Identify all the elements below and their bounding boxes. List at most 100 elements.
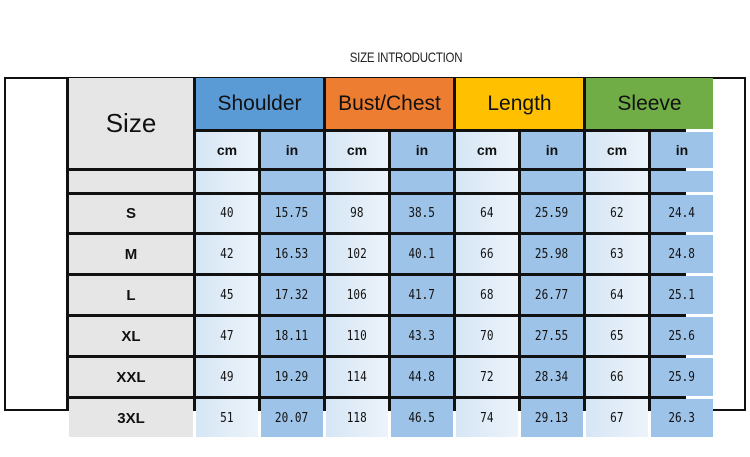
- value-text: 25.6: [668, 328, 696, 344]
- spacer-cell: [521, 171, 583, 192]
- unit-header-in: in: [651, 132, 713, 168]
- unit-header-cm: cm: [196, 132, 258, 168]
- value-text: 66: [610, 369, 624, 385]
- value-cell: 118: [326, 399, 388, 437]
- value-cell: 102: [326, 235, 388, 273]
- value-cell: 19.29: [261, 358, 323, 396]
- unit-header-cm: cm: [586, 132, 648, 168]
- value-text: 24.8: [668, 246, 696, 262]
- value-text: 27.55: [535, 328, 569, 344]
- value-text: 29.13: [535, 410, 569, 426]
- value-text: 102: [347, 246, 367, 262]
- size-cell: 3XL: [69, 399, 193, 437]
- spacer-cell: [651, 171, 713, 192]
- value-text: 20.07: [275, 410, 309, 426]
- value-cell: 47: [196, 317, 258, 355]
- value-text: 64: [610, 287, 624, 303]
- value-text: 15.75: [275, 206, 309, 221]
- value-text: 44.8: [408, 369, 436, 385]
- value-cell: 63: [586, 235, 648, 273]
- value-text: 28.34: [535, 369, 569, 385]
- value-text: 40: [220, 206, 234, 221]
- group-header: Bust/Chest: [326, 78, 453, 129]
- value-text: 25.59: [535, 206, 569, 221]
- value-text: 26.77: [535, 287, 569, 303]
- value-cell: 25.9: [651, 358, 713, 396]
- value-text: 70: [480, 328, 494, 344]
- value-text: 18.11: [275, 328, 309, 344]
- group-header: Shoulder: [196, 78, 323, 129]
- value-text: 46.5: [408, 410, 436, 426]
- value-cell: 16.53: [261, 235, 323, 273]
- value-text: 38.5: [408, 206, 436, 221]
- value-text: 42: [220, 246, 234, 262]
- value-text: 45: [220, 287, 234, 303]
- value-cell: 114: [326, 358, 388, 396]
- value-text: 65: [610, 328, 624, 344]
- spacer-cell: [261, 171, 323, 192]
- unit-header-in: in: [521, 132, 583, 168]
- spacer-cell: [456, 171, 518, 192]
- value-cell: 72: [456, 358, 518, 396]
- value-cell: 45: [196, 276, 258, 314]
- value-cell: 18.11: [261, 317, 323, 355]
- value-cell: 68: [456, 276, 518, 314]
- value-cell: 106: [326, 276, 388, 314]
- group-header: Sleeve: [586, 78, 713, 129]
- value-text: 17.32: [275, 287, 309, 303]
- value-cell: 62: [586, 195, 648, 232]
- value-cell: 25.59: [521, 195, 583, 232]
- value-cell: 38.5: [391, 195, 453, 232]
- size-cell: M: [69, 235, 193, 273]
- size-cell: L: [69, 276, 193, 314]
- value-cell: 41.7: [391, 276, 453, 314]
- value-text: 67: [610, 410, 624, 426]
- value-text: 98: [350, 206, 364, 221]
- size-cell: XL: [69, 317, 193, 355]
- value-cell: 42: [196, 235, 258, 273]
- value-cell: 24.8: [651, 235, 713, 273]
- value-cell: 24.4: [651, 195, 713, 232]
- size-header: Size: [69, 78, 193, 168]
- value-cell: 64: [456, 195, 518, 232]
- unit-header-cm: cm: [456, 132, 518, 168]
- value-text: 24.4: [668, 206, 696, 221]
- spacer-cell: [69, 171, 193, 192]
- size-cell: XXL: [69, 358, 193, 396]
- size-cell: S: [69, 195, 193, 232]
- value-cell: 66: [586, 358, 648, 396]
- value-cell: 27.55: [521, 317, 583, 355]
- value-text: 41.7: [408, 287, 436, 303]
- value-cell: 40: [196, 195, 258, 232]
- value-cell: 49: [196, 358, 258, 396]
- value-text: 72: [480, 369, 494, 385]
- value-cell: 110: [326, 317, 388, 355]
- value-cell: 25.1: [651, 276, 713, 314]
- value-text: 106: [347, 287, 367, 303]
- size-table: Size Shoulder cm in Bust/Chest cm in Length cm i…: [66, 78, 713, 437]
- value-cell: 46.5: [391, 399, 453, 437]
- value-cell: 25.98: [521, 235, 583, 273]
- unit-header-in: in: [391, 132, 453, 168]
- spacer-cell: [196, 171, 258, 192]
- value-cell: 66: [456, 235, 518, 273]
- value-text: 62: [610, 206, 624, 221]
- value-text: 25.9: [668, 369, 696, 385]
- value-text: 25.98: [535, 246, 569, 262]
- value-cell: 29.13: [521, 399, 583, 437]
- value-cell: 26.77: [521, 276, 583, 314]
- spacer-cell: [326, 171, 388, 192]
- value-cell: 40.1: [391, 235, 453, 273]
- value-cell: 64: [586, 276, 648, 314]
- value-text: 118: [347, 410, 367, 426]
- value-text: 40.1: [408, 246, 436, 262]
- value-cell: 98: [326, 195, 388, 232]
- value-text: 114: [347, 369, 367, 385]
- value-text: 26.3: [668, 410, 696, 426]
- value-text: 47: [220, 328, 234, 344]
- value-cell: 43.3: [391, 317, 453, 355]
- value-text: 51: [220, 410, 234, 426]
- value-cell: 51: [196, 399, 258, 437]
- value-text: 49: [220, 369, 234, 385]
- spacer-cell: [391, 171, 453, 192]
